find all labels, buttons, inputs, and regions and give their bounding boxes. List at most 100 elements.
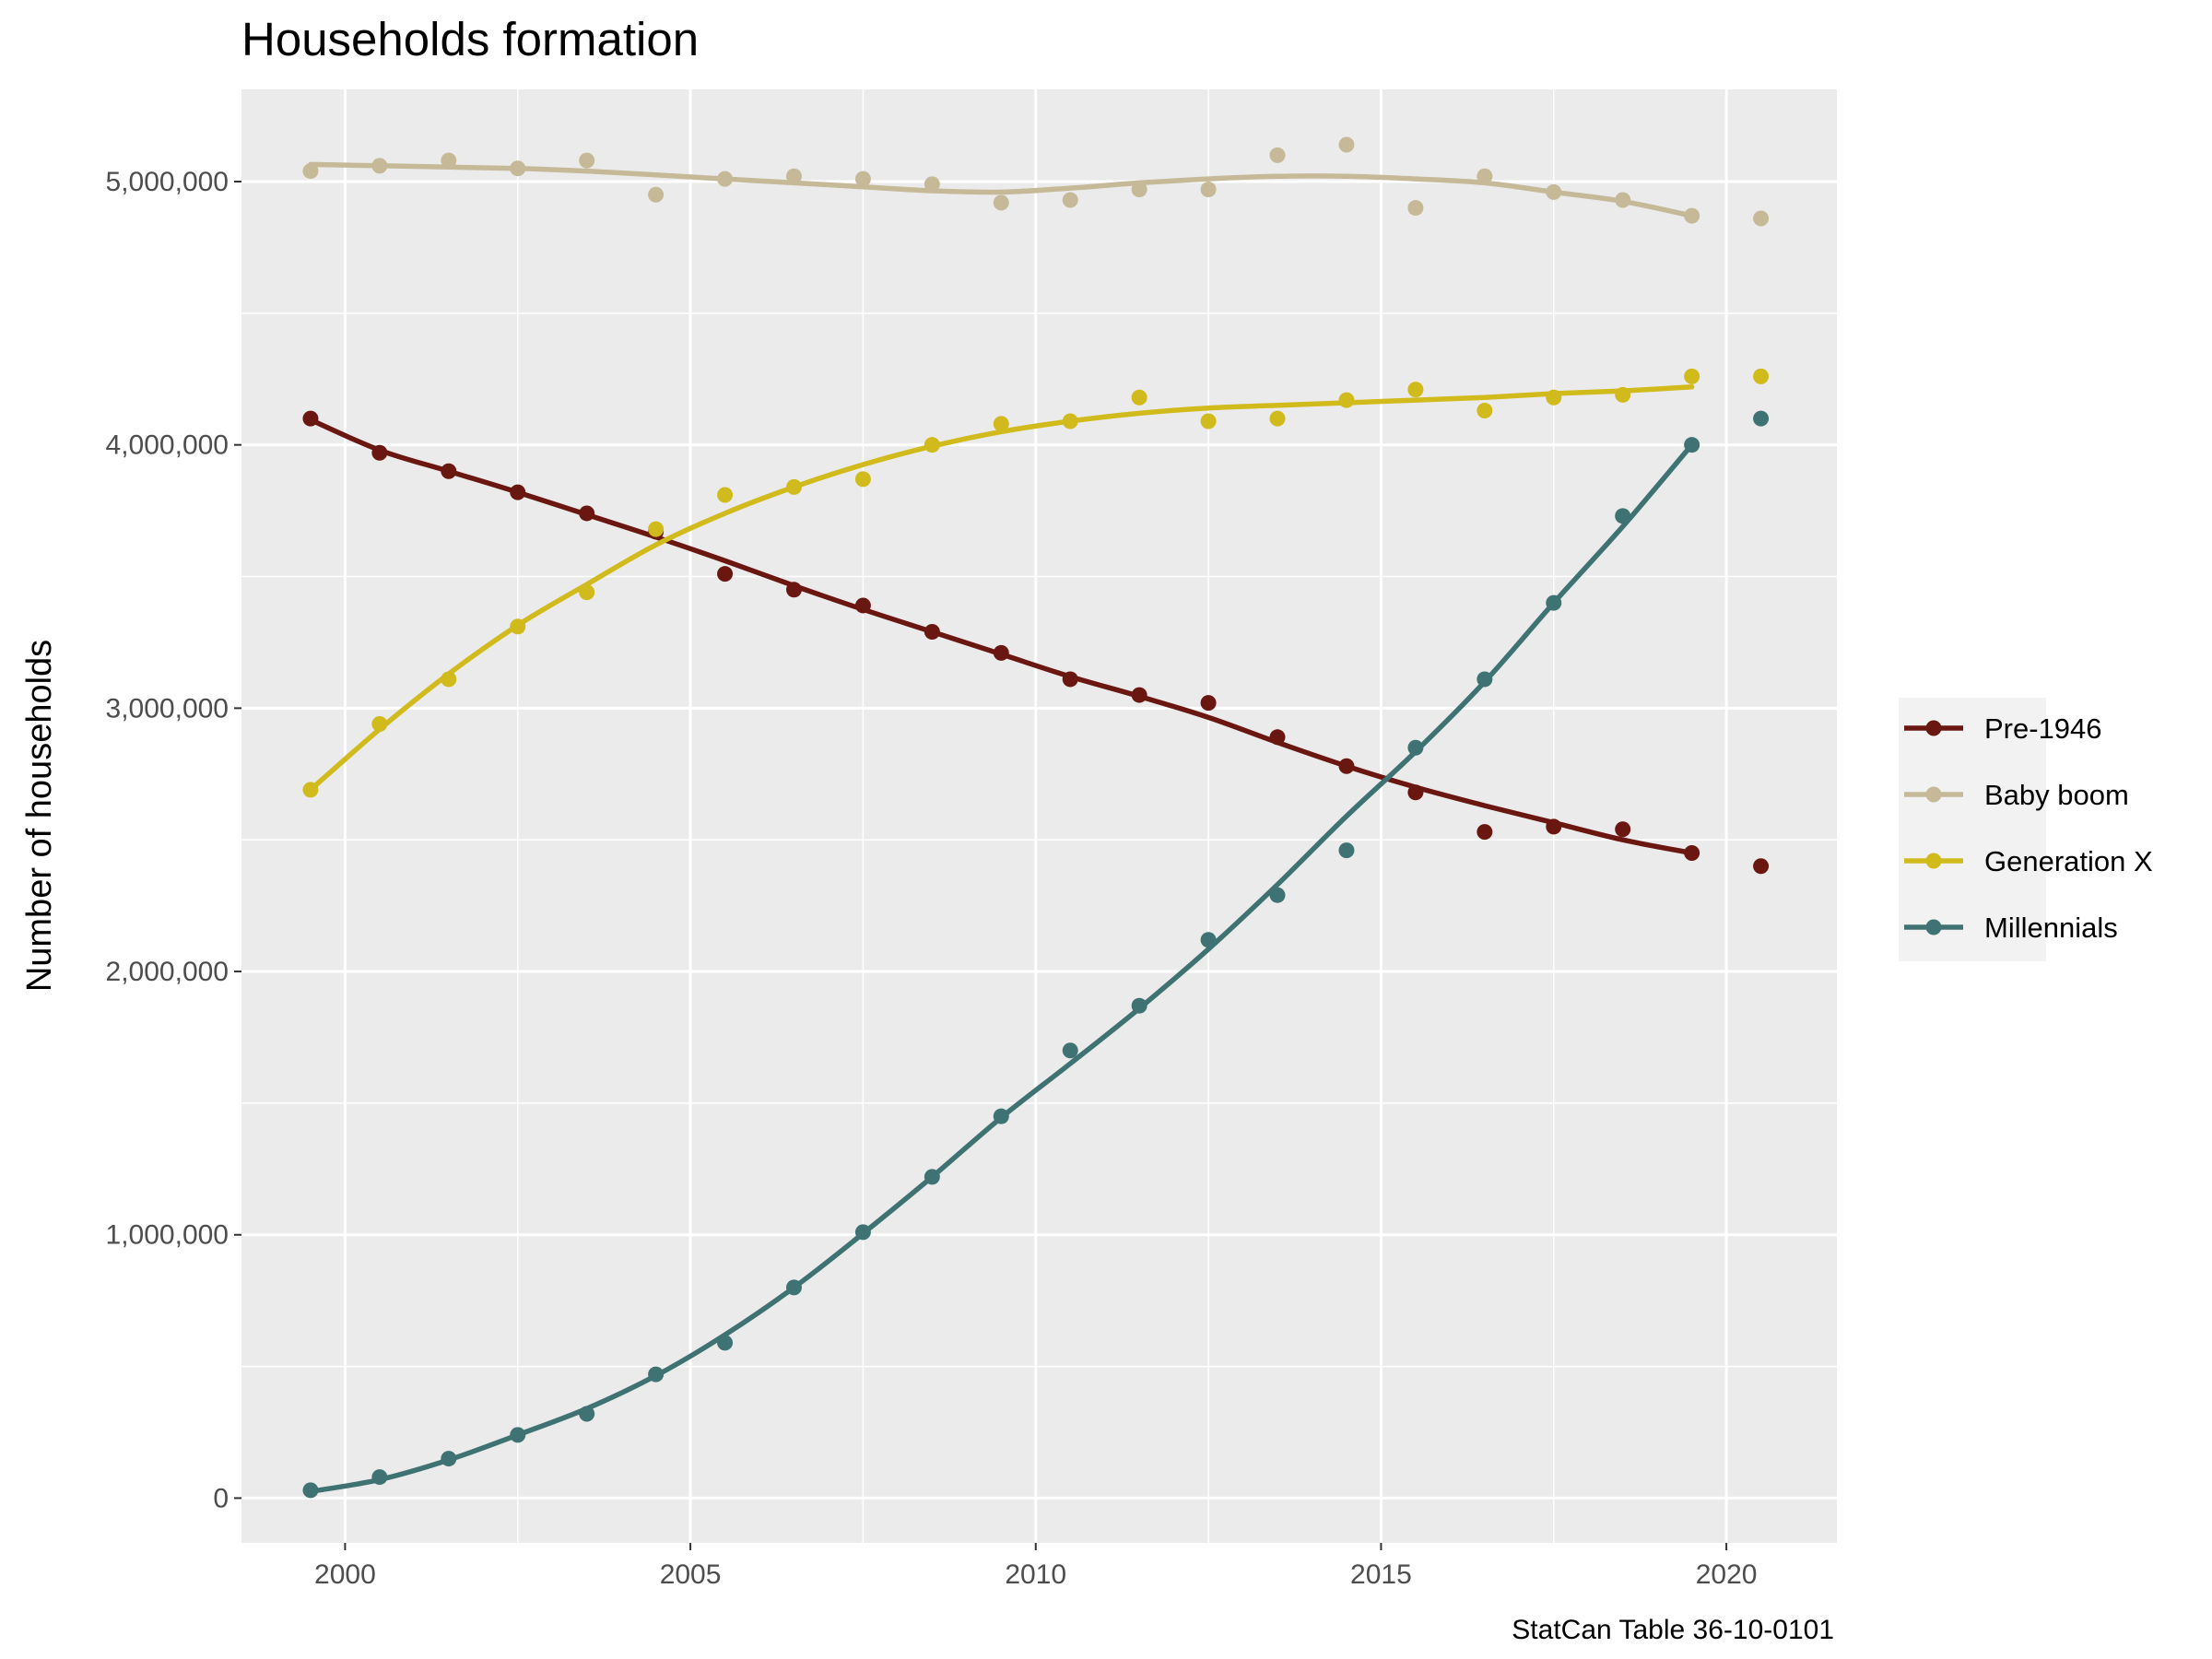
point-generation-x bbox=[1269, 410, 1286, 427]
point-baby-boom bbox=[717, 171, 734, 187]
point-generation-x bbox=[854, 471, 871, 488]
point-millennials bbox=[854, 1224, 871, 1241]
point-millennials bbox=[648, 1366, 665, 1382]
point-baby-boom bbox=[371, 158, 388, 174]
point-millennials bbox=[1546, 594, 1562, 611]
point-baby-boom bbox=[1546, 183, 1562, 200]
point-millennials bbox=[993, 1108, 1009, 1124]
legend-key-point-pre-1946 bbox=[1925, 720, 1942, 736]
legend-key-point-millennials bbox=[1925, 919, 1942, 935]
point-generation-x bbox=[1546, 389, 1562, 406]
point-pre-1946 bbox=[371, 444, 388, 461]
point-generation-x bbox=[371, 716, 388, 733]
point-pre-1946 bbox=[1546, 818, 1562, 835]
point-baby-boom bbox=[993, 194, 1009, 211]
point-generation-x bbox=[648, 521, 665, 537]
point-baby-boom bbox=[441, 152, 457, 169]
source-caption: StatCan Table 36-10-0101 bbox=[1512, 1615, 1834, 1645]
point-generation-x bbox=[1753, 368, 1770, 384]
legend-key-point-generation-x bbox=[1925, 853, 1942, 869]
point-millennials bbox=[510, 1427, 526, 1443]
point-generation-x bbox=[579, 584, 595, 601]
point-baby-boom bbox=[510, 160, 526, 177]
point-millennials bbox=[1615, 508, 1631, 524]
point-pre-1946 bbox=[1615, 821, 1631, 838]
point-millennials bbox=[1269, 887, 1286, 903]
point-pre-1946 bbox=[924, 624, 940, 641]
point-millennials bbox=[1477, 671, 1493, 688]
point-millennials bbox=[1062, 1042, 1078, 1059]
point-generation-x bbox=[510, 618, 526, 635]
point-generation-x bbox=[441, 671, 457, 688]
point-pre-1946 bbox=[1062, 671, 1078, 688]
point-pre-1946 bbox=[785, 582, 802, 598]
point-pre-1946 bbox=[1477, 824, 1493, 841]
point-baby-boom bbox=[785, 168, 802, 184]
point-generation-x bbox=[1200, 413, 1217, 429]
point-generation-x bbox=[1615, 386, 1631, 403]
smooth-line-baby-boom bbox=[308, 161, 1695, 218]
point-pre-1946 bbox=[717, 566, 734, 582]
legend-background bbox=[1899, 698, 2046, 961]
point-baby-boom bbox=[1753, 210, 1770, 227]
legend-label-baby-boom: Baby boom bbox=[1984, 779, 2129, 811]
x-tick-label: 2020 bbox=[1696, 1559, 1758, 1590]
point-pre-1946 bbox=[1200, 695, 1217, 712]
point-baby-boom bbox=[1338, 136, 1355, 153]
y-tick-label: 0 bbox=[213, 1483, 229, 1513]
point-pre-1946 bbox=[579, 505, 595, 522]
legend-key-point-baby-boom bbox=[1925, 786, 1942, 803]
y-tick-label: 2,000,000 bbox=[106, 957, 229, 987]
point-baby-boom bbox=[648, 186, 665, 203]
point-baby-boom bbox=[1062, 192, 1078, 208]
point-generation-x bbox=[1407, 382, 1424, 398]
point-generation-x bbox=[1338, 392, 1355, 408]
point-millennials bbox=[924, 1169, 940, 1185]
point-baby-boom bbox=[1407, 200, 1424, 217]
point-millennials bbox=[302, 1482, 319, 1499]
point-baby-boom bbox=[1131, 182, 1147, 198]
point-baby-boom bbox=[1477, 168, 1493, 184]
point-baby-boom bbox=[924, 176, 940, 193]
point-baby-boom bbox=[1200, 182, 1217, 198]
y-axis-ticks: 0 1,000,000 2,000,000 3,000,000 4,000,000 5,0… bbox=[106, 167, 241, 1513]
legend: Pre-1946 Baby boom Generation X Millennials bbox=[1899, 698, 2153, 961]
point-baby-boom bbox=[1269, 147, 1286, 163]
point-baby-boom bbox=[1684, 207, 1700, 224]
point-baby-boom bbox=[579, 152, 595, 169]
point-generation-x bbox=[785, 478, 802, 495]
data-points bbox=[302, 136, 1770, 1499]
point-millennials bbox=[1753, 410, 1770, 427]
y-tick-label: 1,000,000 bbox=[106, 1220, 229, 1251]
x-tick-label: 2010 bbox=[1005, 1559, 1066, 1590]
x-tick-label: 2005 bbox=[660, 1559, 722, 1590]
plot-panel bbox=[241, 89, 1837, 1543]
y-tick-label: 5,000,000 bbox=[106, 167, 229, 197]
point-generation-x bbox=[717, 487, 734, 503]
major-gridlines bbox=[241, 89, 1837, 1543]
point-pre-1946 bbox=[1338, 758, 1355, 774]
point-baby-boom bbox=[1615, 192, 1631, 208]
point-millennials bbox=[785, 1279, 802, 1296]
legend-label-generation-x: Generation X bbox=[1984, 845, 2153, 877]
point-generation-x bbox=[924, 437, 940, 453]
legend-label-millennials: Millennials bbox=[1984, 912, 2118, 944]
y-tick-label: 4,000,000 bbox=[106, 430, 229, 461]
point-millennials bbox=[1131, 997, 1147, 1014]
point-generation-x bbox=[1131, 389, 1147, 406]
point-pre-1946 bbox=[1753, 858, 1770, 875]
point-baby-boom bbox=[302, 163, 319, 180]
point-millennials bbox=[371, 1469, 388, 1486]
x-tick-label: 2015 bbox=[1350, 1559, 1412, 1590]
point-millennials bbox=[1200, 932, 1217, 948]
legend-label-pre-1946: Pre-1946 bbox=[1984, 712, 2102, 745]
point-pre-1946 bbox=[1407, 784, 1424, 801]
point-pre-1946 bbox=[302, 410, 319, 427]
point-pre-1946 bbox=[1269, 729, 1286, 746]
y-axis-title: Number of households bbox=[20, 640, 59, 992]
point-generation-x bbox=[1062, 413, 1078, 429]
point-generation-x bbox=[1477, 403, 1493, 419]
point-pre-1946 bbox=[1131, 687, 1147, 703]
point-millennials bbox=[1407, 739, 1424, 756]
